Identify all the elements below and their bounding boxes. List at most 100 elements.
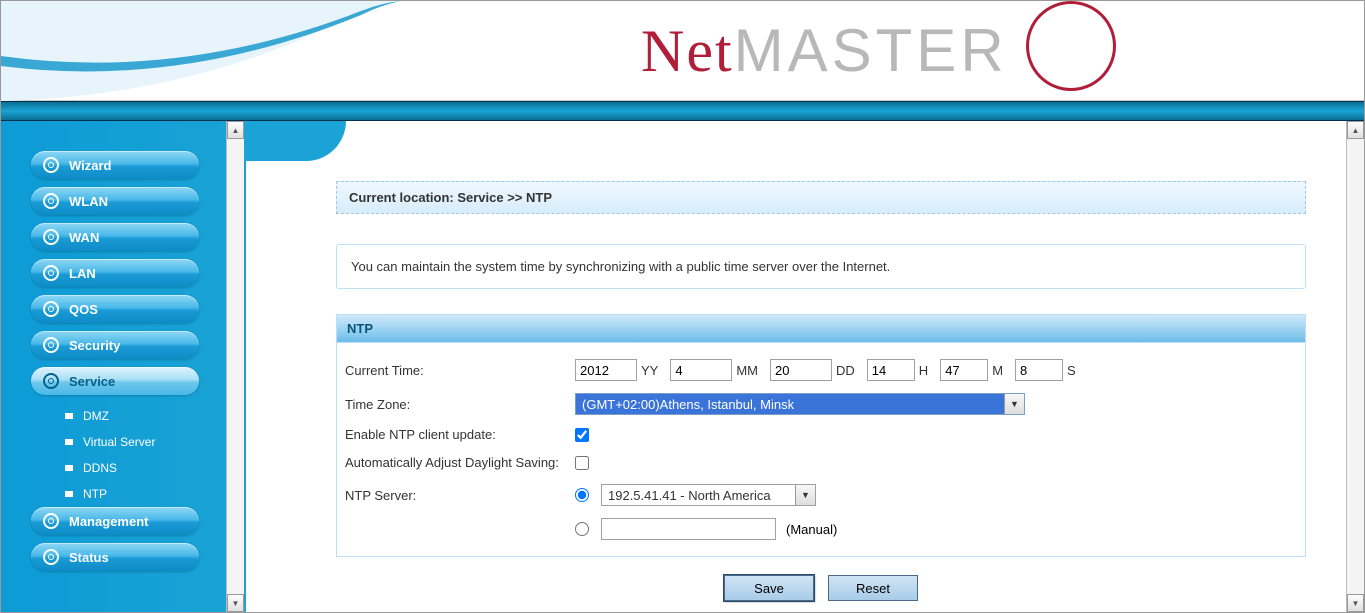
sidebar-item-wan[interactable]: WAN xyxy=(31,223,199,251)
day-input[interactable] xyxy=(770,359,832,381)
panel-title: NTP xyxy=(337,315,1305,343)
unit-h: H xyxy=(919,363,928,378)
sidebar-item-label: Service xyxy=(69,374,115,389)
scroll-track[interactable] xyxy=(227,139,244,594)
year-input[interactable] xyxy=(575,359,637,381)
breadcrumb-path: Service >> NTP xyxy=(457,190,552,205)
unit-m: M xyxy=(992,363,1003,378)
sidebar-sub-ntp[interactable]: NTP xyxy=(31,481,216,507)
sidebar-sub-label: DMZ xyxy=(83,409,109,423)
brand-logo: NetMASTER xyxy=(641,16,1008,86)
enable-ntp-checkbox[interactable] xyxy=(575,428,589,442)
ntp-panel: NTP Current Time: YY MM DD H xyxy=(336,314,1306,557)
target-icon xyxy=(43,513,59,529)
target-icon xyxy=(43,301,59,317)
row-timezone: Time Zone: (GMT+02:00)Athens, Istanbul, … xyxy=(345,387,1297,421)
target-icon xyxy=(43,549,59,565)
sidebar-item-label: LAN xyxy=(69,266,96,281)
ntp-server-label: NTP Server: xyxy=(345,488,575,503)
sidebar-item-label: Status xyxy=(69,550,109,565)
target-icon xyxy=(43,337,59,353)
unit-s: S xyxy=(1067,363,1076,378)
row-daylight: Automatically Adjust Daylight Saving: xyxy=(345,448,1297,478)
button-row: Save Reset xyxy=(336,575,1306,601)
row-ntp-server: NTP Server: 192.5.41.41 - North America … xyxy=(345,478,1297,512)
target-icon xyxy=(43,265,59,281)
scroll-down-icon[interactable]: ▼ xyxy=(227,594,244,612)
sidebar-item-lan[interactable]: LAN xyxy=(31,259,199,287)
sidebar-item-management[interactable]: Management xyxy=(31,507,199,535)
timezone-value: (GMT+02:00)Athens, Istanbul, Minsk xyxy=(582,397,794,412)
chevron-down-icon: ▼ xyxy=(1004,394,1024,414)
sidebar-sub-label: DDNS xyxy=(83,461,117,475)
sidebar-item-wizard[interactable]: Wizard xyxy=(31,151,199,179)
timezone-label: Time Zone: xyxy=(345,397,575,412)
scroll-track[interactable] xyxy=(1347,139,1364,594)
header: NetMASTER xyxy=(1,1,1364,101)
timezone-select[interactable]: (GMT+02:00)Athens, Istanbul, Minsk ▼ xyxy=(575,393,1025,415)
target-icon xyxy=(43,229,59,245)
sidebar-item-label: Management xyxy=(69,514,148,529)
sidebar-scrollbar[interactable]: ▲ ▼ xyxy=(226,121,244,612)
sidebar-sub-virtual-server[interactable]: Virtual Server xyxy=(31,429,216,455)
sidebar-item-security[interactable]: Security xyxy=(31,331,199,359)
brand-part1: Net xyxy=(641,18,734,84)
second-input[interactable] xyxy=(1015,359,1063,381)
unit-yy: YY xyxy=(641,363,658,378)
breadcrumb: Current location: Service >> NTP xyxy=(336,181,1306,214)
sidebar: Wizard WLAN WAN LAN QOS Security Service… xyxy=(1,121,246,612)
sidebar-item-qos[interactable]: QOS xyxy=(31,295,199,323)
daylight-checkbox[interactable] xyxy=(575,456,589,470)
sidebar-item-label: QOS xyxy=(69,302,98,317)
scroll-up-icon[interactable]: ▲ xyxy=(1347,121,1364,139)
row-enable-ntp: Enable NTP client update: xyxy=(345,421,1297,448)
ntp-server-preset-radio[interactable] xyxy=(575,488,589,502)
sidebar-item-label: WAN xyxy=(69,230,99,245)
ntp-manual-input[interactable] xyxy=(601,518,776,540)
content-scrollbar[interactable]: ▲ ▼ xyxy=(1346,121,1364,612)
brand-ring-icon xyxy=(1026,1,1116,91)
enable-ntp-label: Enable NTP client update: xyxy=(345,427,575,442)
bullet-icon xyxy=(65,439,73,445)
minute-input[interactable] xyxy=(940,359,988,381)
sidebar-item-status[interactable]: Status xyxy=(31,543,199,571)
sidebar-item-label: Security xyxy=(69,338,120,353)
chevron-down-icon: ▼ xyxy=(795,485,815,505)
sidebar-item-service[interactable]: Service xyxy=(31,367,199,395)
scroll-down-icon[interactable]: ▼ xyxy=(1347,594,1364,612)
current-time-label: Current Time: xyxy=(345,363,575,378)
ntp-server-manual-radio[interactable] xyxy=(575,522,589,536)
target-icon xyxy=(43,193,59,209)
bullet-icon xyxy=(65,465,73,471)
scroll-up-icon[interactable]: ▲ xyxy=(227,121,244,139)
row-current-time: Current Time: YY MM DD H M xyxy=(345,353,1297,387)
unit-mm: MM xyxy=(736,363,758,378)
breadcrumb-prefix: Current location: xyxy=(349,190,457,205)
target-icon xyxy=(43,373,59,389)
reset-button[interactable]: Reset xyxy=(828,575,918,601)
sidebar-item-label: WLAN xyxy=(69,194,108,209)
unit-dd: DD xyxy=(836,363,855,378)
row-ntp-manual: (Manual) xyxy=(345,512,1297,546)
brand-part2: MASTER xyxy=(734,17,1008,84)
header-decor-curve xyxy=(1,1,401,101)
sidebar-sub-ddns[interactable]: DDNS xyxy=(31,455,216,481)
save-button[interactable]: Save xyxy=(724,575,814,601)
ntp-server-select[interactable]: 192.5.41.41 - North America ▼ xyxy=(601,484,816,506)
sidebar-item-label: Wizard xyxy=(69,158,112,173)
bullet-icon xyxy=(65,491,73,497)
daylight-label: Automatically Adjust Daylight Saving: xyxy=(345,454,575,472)
ntp-server-value: 192.5.41.41 - North America xyxy=(608,488,771,503)
content-area: Current location: Service >> NTP You can… xyxy=(246,121,1364,612)
target-icon xyxy=(43,157,59,173)
header-bar xyxy=(1,101,1364,121)
sidebar-sub-label: NTP xyxy=(83,487,107,501)
manual-label: (Manual) xyxy=(786,522,837,537)
sidebar-item-wlan[interactable]: WLAN xyxy=(31,187,199,215)
sidebar-sub-dmz[interactable]: DMZ xyxy=(31,403,216,429)
sidebar-sub-label: Virtual Server xyxy=(83,435,155,449)
main-layout: Wizard WLAN WAN LAN QOS Security Service… xyxy=(1,121,1364,612)
bullet-icon xyxy=(65,413,73,419)
hour-input[interactable] xyxy=(867,359,915,381)
month-input[interactable] xyxy=(670,359,732,381)
